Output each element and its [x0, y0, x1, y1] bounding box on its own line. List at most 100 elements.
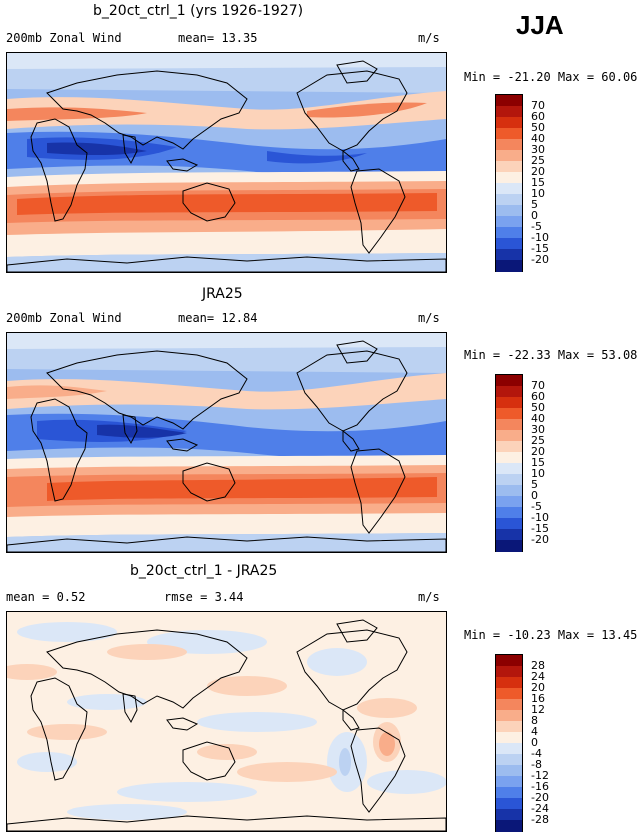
colorbar-swatch: [496, 194, 522, 206]
panel-2-units: m/s: [418, 311, 440, 325]
colorbar-label: 0: [531, 736, 538, 749]
colorbar-swatch: [496, 172, 522, 184]
colorbar-swatch: [496, 507, 522, 519]
panel-2-title: JRA25: [202, 286, 243, 302]
colorbar-swatch: [496, 249, 522, 261]
panel-3-minmax: Min = -10.23 Max = 13.45: [464, 628, 638, 642]
colorbar-swatch: [496, 540, 522, 552]
colorbar-swatch: [496, 765, 522, 777]
colorbar-swatch: [496, 666, 522, 678]
colorbar-swatch: [496, 529, 522, 541]
colorbar-swatch: [496, 430, 522, 442]
colorbar-swatch: [496, 699, 522, 711]
colorbar-swatch: [496, 677, 522, 689]
colorbar-swatch: [496, 227, 522, 239]
colorbar-label: 0: [531, 209, 538, 222]
colorbar-swatch: [496, 95, 522, 107]
colorbar-label: -10: [531, 511, 549, 524]
panel-2-variable-label: 200mb Zonal Wind: [6, 311, 122, 325]
colorbar-swatch: [496, 452, 522, 464]
colorbar-label: 25: [531, 434, 545, 447]
colorbar-label: 70: [531, 99, 545, 112]
coastline-outline: [7, 619, 446, 831]
colorbar-label: -15: [531, 522, 549, 535]
colorbar-swatch: [496, 419, 522, 431]
colorbar-label: 25: [531, 154, 545, 167]
panel-1-units: m/s: [418, 31, 440, 45]
colorbar-label: 70: [531, 379, 545, 392]
colorbar-swatch: [496, 655, 522, 667]
colorbar-swatch: [496, 776, 522, 788]
colorbar-swatch: [496, 150, 522, 162]
colorbar-label: 15: [531, 176, 545, 189]
colorbar-label: 0: [531, 489, 538, 502]
contour-field: [7, 612, 446, 831]
coastline-outline: [7, 60, 446, 272]
season-label: JJA: [516, 10, 564, 40]
colorbar-label: 20: [531, 445, 545, 458]
panel-3-mean-label: mean = 0.52: [6, 590, 86, 604]
colorbar-label: 50: [531, 121, 545, 134]
colorbar-swatch: [496, 787, 522, 799]
colorbar-swatch: [496, 732, 522, 744]
colorbar-swatch: [496, 139, 522, 151]
colorbar-frame: [495, 94, 523, 272]
colorbar-swatch: [496, 408, 522, 420]
panel-3-title: b_20ct_ctrl_1 - JRA25: [130, 563, 278, 579]
colorbar-swatch: [496, 798, 522, 810]
colorbar-label: 10: [531, 467, 545, 480]
colorbar-swatch: [496, 260, 522, 272]
colorbar-swatch: [496, 754, 522, 766]
colorbar-label: 30: [531, 143, 545, 156]
colorbar-label: 60: [531, 390, 545, 403]
colorbar-label: -20: [531, 533, 549, 546]
colorbar-swatch: [496, 128, 522, 140]
colorbar-label: 4: [531, 725, 538, 738]
colorbar-swatch: [496, 688, 522, 700]
colorbar-swatch: [496, 518, 522, 530]
panel-1-minmax: Min = -21.20 Max = 60.06: [464, 70, 638, 84]
colorbar-label: -8: [531, 758, 542, 771]
panel-1-variable-label: 200mb Zonal Wind: [6, 31, 122, 45]
colorbar-swatch: [496, 238, 522, 250]
colorbar-label: 24: [531, 670, 545, 683]
colorbar-swatch: [496, 216, 522, 228]
panel-2-map: [6, 332, 447, 553]
panel-3-colorbar: 28 24 20 16 12 8 4 0 -4 -8 -12 -16 -20 -24 -28: [495, 654, 565, 832]
colorbar-swatch: [496, 183, 522, 195]
colorbar-label: -24: [531, 802, 549, 815]
colorbar-label: 30: [531, 423, 545, 436]
colorbar-swatch: [496, 117, 522, 129]
colorbar-swatch: [496, 386, 522, 398]
colorbar-label: 60: [531, 110, 545, 123]
colorbar-swatch: [496, 820, 522, 832]
colorbar-swatch: [496, 463, 522, 475]
colorbar-label: 20: [531, 165, 545, 178]
colorbar-label: -15: [531, 242, 549, 255]
panel-2-minmax: Min = -22.33 Max = 53.08: [464, 348, 638, 362]
colorbar-label: 12: [531, 703, 545, 716]
colorbar-swatch: [496, 743, 522, 755]
colorbar-swatch: [496, 721, 522, 733]
colorbar-label: -16: [531, 780, 549, 793]
colorbar-frame: [495, 654, 523, 832]
colorbar-label: 5: [531, 478, 538, 491]
panel-3-units: m/s: [418, 590, 440, 604]
colorbar-label: 10: [531, 187, 545, 200]
panel-2-colorbar: 70 60 50 40 30 25 20 15 10 5 0 -5 -10 -15 -20: [495, 374, 565, 552]
contour-field: [7, 53, 446, 272]
colorbar-label: 40: [531, 412, 545, 425]
colorbar-label: -4: [531, 747, 542, 760]
colorbar-label: -20: [531, 791, 549, 804]
colorbar-swatch: [496, 474, 522, 486]
panel-2-mean-label: mean= 12.84: [178, 311, 258, 325]
colorbar-swatch: [496, 205, 522, 217]
colorbar-label: 50: [531, 401, 545, 414]
colorbar-label: 40: [531, 132, 545, 145]
colorbar-label: 5: [531, 198, 538, 211]
colorbar-label: 28: [531, 659, 545, 672]
colorbar-swatch: [496, 441, 522, 453]
colorbar-label: -12: [531, 769, 549, 782]
colorbar-swatch: [496, 375, 522, 387]
colorbar-label: -20: [531, 253, 549, 266]
